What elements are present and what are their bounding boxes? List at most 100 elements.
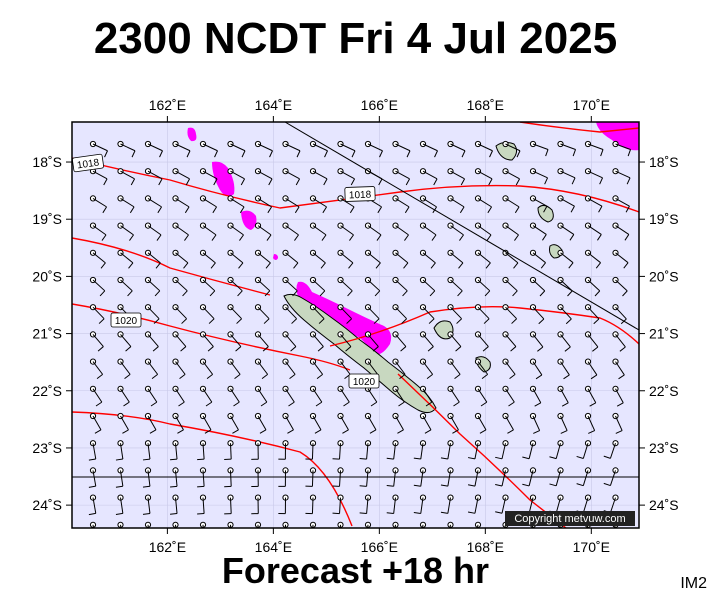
lat-label-right: 20˚S	[649, 268, 679, 284]
wind-barb	[254, 276, 271, 297]
wind-barb	[309, 385, 323, 407]
wind-barb	[495, 440, 509, 460]
wind-barb	[502, 222, 519, 241]
wind-barb	[282, 168, 301, 186]
wind-barb	[447, 195, 465, 214]
wind-barb	[251, 494, 262, 515]
rain-area	[187, 127, 197, 142]
wind-barb	[419, 168, 438, 186]
wind-barb	[117, 168, 136, 186]
wind-barb	[89, 249, 106, 269]
wind-barb	[309, 195, 327, 214]
wind-barb	[199, 331, 214, 352]
wind-barb	[529, 304, 545, 325]
wind-barb	[419, 358, 434, 379]
map-title: 2300 NCDT Fri 4 Jul 2025	[93, 14, 618, 63]
wind-barb	[502, 304, 517, 324]
wind-barb	[474, 140, 493, 158]
wind-barb	[502, 276, 518, 297]
wind-barb	[612, 331, 626, 352]
wind-barb	[197, 440, 207, 461]
wind-barb	[584, 412, 596, 434]
wind-barb	[474, 358, 489, 379]
wind-barb	[612, 412, 623, 434]
wind-barb	[305, 494, 317, 515]
wind-barb	[576, 440, 592, 459]
wind-barb	[88, 440, 97, 461]
wind-barb	[89, 385, 103, 407]
wind-barb	[447, 168, 466, 186]
wind-barb	[337, 276, 353, 297]
wind-barb	[529, 358, 543, 380]
isobar-label: 1020	[110, 312, 142, 328]
wind-barb	[305, 440, 317, 460]
wind-barb	[197, 467, 207, 488]
wind-barb	[282, 385, 295, 407]
wind-barb	[413, 440, 427, 460]
wind-barb	[529, 222, 547, 241]
lat-label-left: 21˚S	[32, 326, 62, 342]
lon-label-top: 168˚E	[467, 97, 504, 113]
wind-barb	[529, 412, 541, 434]
wind-barb	[170, 467, 179, 488]
wind-barb	[254, 385, 268, 407]
wind-barb	[522, 467, 537, 487]
wind-barb	[447, 358, 461, 379]
wind-barb	[199, 222, 217, 241]
wind-barb	[251, 467, 262, 488]
wind-barb	[419, 249, 436, 269]
wind-barb	[172, 140, 191, 158]
wind-barb	[584, 385, 597, 407]
wind-barb	[502, 412, 514, 434]
copyright-text: Copyright metvuw.com	[514, 513, 625, 525]
wind-barb	[337, 385, 350, 407]
isobar-label: 1018	[344, 186, 376, 202]
wind-barb	[502, 331, 517, 352]
wind-barb	[584, 222, 602, 241]
lat-label-left: 22˚S	[32, 383, 62, 399]
wind-barb	[115, 494, 124, 515]
wind-barb	[612, 168, 631, 185]
wind-barb	[172, 249, 189, 269]
wind-barb	[584, 276, 601, 297]
lon-label-bottom: 168˚E	[467, 539, 504, 555]
wind-barb	[144, 304, 160, 324]
track-line	[284, 122, 639, 331]
wind-barb	[413, 494, 427, 514]
lat-label-right: 24˚S	[649, 497, 679, 513]
wind-barb	[117, 331, 132, 352]
wind-barb	[495, 494, 509, 514]
wind-barb	[557, 412, 568, 434]
wind-barb	[603, 467, 619, 487]
panel-code: IM2	[680, 575, 707, 592]
wind-barb	[557, 195, 575, 213]
wind-barb	[309, 358, 324, 379]
wind-barb	[337, 168, 356, 186]
wind-barb	[227, 222, 244, 241]
wind-barb	[413, 467, 427, 487]
isobar-label: 1020	[348, 373, 380, 389]
wind-barb	[529, 249, 546, 269]
wind-barb	[199, 140, 218, 158]
wind-barb	[502, 168, 521, 186]
lat-label-left: 18˚S	[32, 154, 62, 170]
wind-barb	[309, 331, 324, 352]
wind-barb	[282, 304, 297, 324]
wind-barb	[117, 385, 130, 407]
wind-barb	[144, 140, 163, 158]
lon-label-top: 170˚E	[573, 97, 610, 113]
wind-barb	[549, 440, 564, 460]
wind-barb	[224, 440, 234, 460]
axis-ticks: 162˚E 162˚E 164˚E 164˚E 166˚E 166˚E 168˚E 168˚E…	[32, 97, 678, 555]
wind-barb	[89, 140, 108, 158]
wind-barb	[359, 467, 372, 487]
wind-barb	[89, 276, 106, 297]
wind-barb	[474, 412, 487, 434]
wind-barb	[529, 385, 542, 407]
wind-barb	[612, 140, 632, 157]
wind-barb	[309, 304, 325, 324]
wind-barb	[117, 249, 134, 269]
lat-label-left: 24˚S	[32, 497, 62, 513]
wind-barb	[392, 195, 410, 214]
lon-label-bottom: 170˚E	[573, 539, 610, 555]
